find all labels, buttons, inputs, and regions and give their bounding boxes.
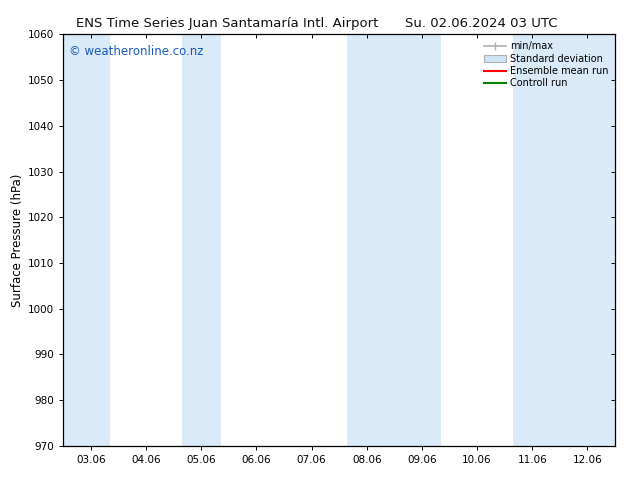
Bar — [347, 34, 441, 446]
Legend: min/max, Standard deviation, Ensemble mean run, Controll run: min/max, Standard deviation, Ensemble me… — [481, 37, 612, 92]
Y-axis label: Surface Pressure (hPa): Surface Pressure (hPa) — [11, 173, 24, 307]
Text: ENS Time Series Juan Santamaría Intl. Airport: ENS Time Series Juan Santamaría Intl. Ai… — [76, 17, 378, 30]
Bar — [63, 34, 110, 446]
Text: © weatheronline.co.nz: © weatheronline.co.nz — [69, 45, 204, 58]
Bar — [182, 34, 221, 446]
Text: Su. 02.06.2024 03 UTC: Su. 02.06.2024 03 UTC — [405, 17, 558, 30]
Bar — [513, 34, 615, 446]
